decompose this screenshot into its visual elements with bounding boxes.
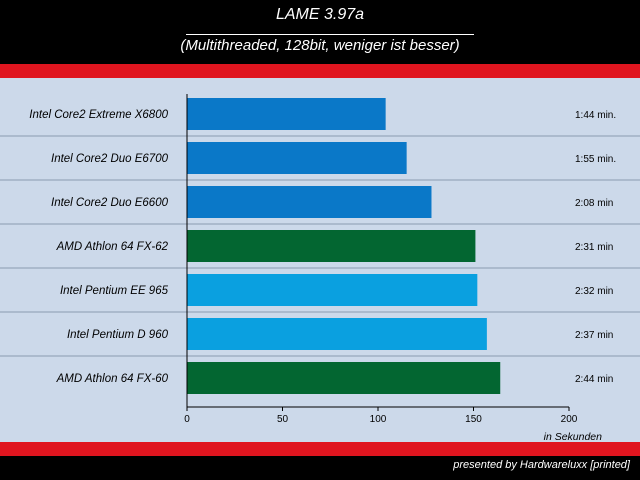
category-label: AMD Athlon 64 FX-60 [56, 373, 169, 385]
bar [187, 362, 501, 394]
value-label: 1:44 min. [575, 110, 616, 121]
value-label: 2:31 min [575, 242, 613, 253]
value-label: 2:37 min [575, 330, 613, 341]
bar [187, 274, 478, 306]
title-divider [186, 34, 474, 35]
x-tick-label: 50 [277, 414, 289, 425]
value-label: 2:08 min [575, 198, 613, 209]
footer-credit: presented by Hardwareluxx [printed] [453, 459, 630, 471]
bar [187, 318, 487, 350]
chart-subtitle: (Multithreaded, 128bit, weniger ist bess… [180, 37, 460, 54]
category-label: Intel Pentium D 960 [67, 329, 169, 341]
category-label: Intel Core2 Duo E6600 [51, 197, 169, 209]
value-label: 2:44 min [575, 374, 613, 385]
bottom-red-band [0, 442, 640, 456]
category-label: Intel Pentium EE 965 [60, 285, 169, 297]
x-axis-label: in Sekunden [544, 431, 603, 443]
header: LAME 3.97a (Multithreaded, 128bit, wenig… [0, 0, 640, 64]
category-label: Intel Core2 Duo E6700 [51, 153, 169, 165]
x-tick-label: 100 [370, 414, 387, 425]
x-tick-label: 200 [561, 414, 578, 425]
bar [187, 142, 407, 174]
chart-title: LAME 3.97a [275, 6, 365, 23]
bar [187, 230, 476, 262]
x-tick-label: 0 [184, 414, 190, 425]
value-label: 2:32 min [575, 286, 613, 297]
bar [187, 98, 386, 130]
x-tick-label: 150 [465, 414, 482, 425]
value-label: 1:55 min. [575, 154, 616, 165]
bar [187, 186, 432, 218]
category-label: AMD Athlon 64 FX-62 [56, 241, 169, 253]
category-label: Intel Core2 Extreme X6800 [29, 109, 168, 121]
top-red-band [0, 64, 640, 78]
